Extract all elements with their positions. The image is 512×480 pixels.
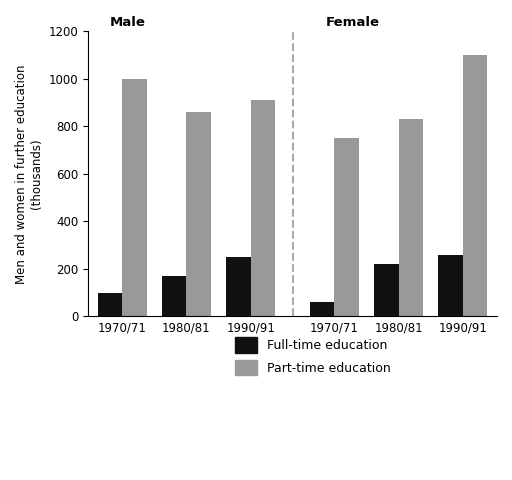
Bar: [226, 257, 251, 316]
Bar: [374, 264, 399, 316]
Y-axis label: Men and women in further education
(thousands): Men and women in further education (thou…: [15, 64, 43, 284]
Bar: [310, 302, 334, 316]
Text: Female: Female: [325, 16, 379, 29]
Bar: [463, 55, 487, 316]
Bar: [122, 79, 146, 316]
Bar: [162, 276, 186, 316]
Bar: [186, 112, 211, 316]
Bar: [334, 138, 359, 316]
Bar: [399, 119, 423, 316]
Bar: [98, 293, 122, 316]
Legend: Full-time education, Part-time education: Full-time education, Part-time education: [228, 331, 397, 382]
Bar: [438, 254, 463, 316]
Bar: [251, 100, 275, 316]
Text: Male: Male: [110, 16, 146, 29]
